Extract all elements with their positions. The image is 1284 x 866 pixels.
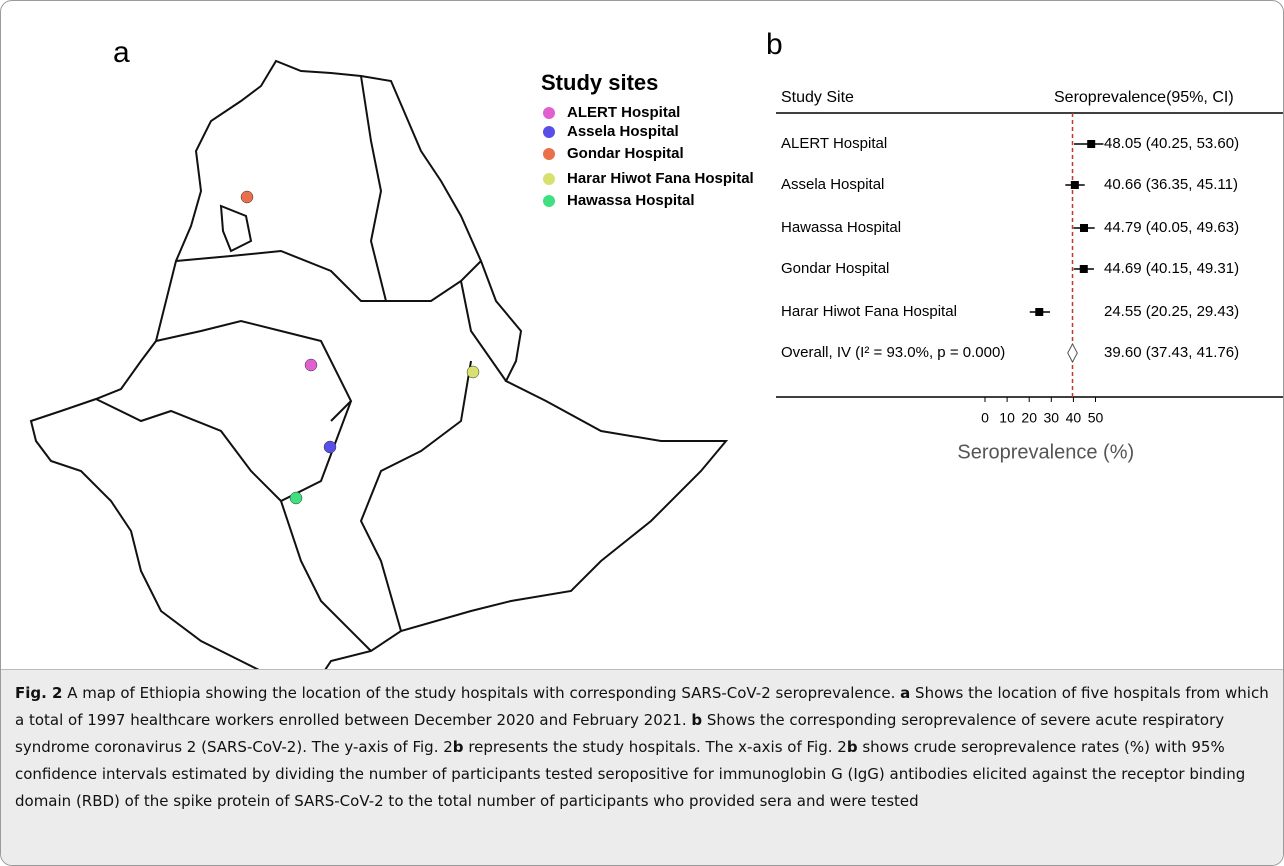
caption-text: A map of Ethiopia showing the location o…	[62, 684, 901, 702]
region-border	[175, 249, 386, 302]
row-label: Assela Hospital	[781, 176, 884, 193]
estimate-marker	[1035, 308, 1044, 316]
row-label: ALERT Hospital	[781, 135, 887, 152]
legend-swatch	[543, 173, 555, 185]
region-border	[460, 280, 507, 382]
overall-diamond	[1067, 342, 1078, 364]
figure-panels: a Study sites ALERT Hospital Assela Hospi…	[29, 28, 1283, 669]
row-label: Overall, IV (I² = 93.0%, p = 0.000)	[781, 344, 1005, 361]
region-border	[359, 360, 472, 632]
caption-text: b	[452, 738, 464, 756]
estimate-marker	[1079, 224, 1088, 232]
caption-text: b	[691, 711, 703, 729]
legend-label: Harar Hiwot Fana Hospital	[567, 170, 754, 187]
caption-text: Shows the location of five hospitals fro…	[15, 684, 1269, 729]
x-tick-label: 10	[999, 410, 1015, 426]
region-border	[360, 75, 482, 302]
legend-label: Assela Hospital	[567, 123, 679, 140]
caption-text: represents the study hospitals. The x-ax…	[463, 738, 847, 756]
column-header: Seroprevalence(95%, CI)	[1054, 89, 1234, 106]
country-outline	[29, 59, 729, 669]
region-border	[155, 319, 353, 422]
region-border	[219, 204, 253, 253]
site-marker	[323, 440, 337, 454]
legend-swatch	[543, 107, 555, 119]
caption-text: shows crude seroprevalence rates (%) wit…	[15, 738, 1246, 810]
legend-swatch	[543, 195, 555, 207]
x-tick-label: 50	[1088, 410, 1104, 426]
caption-text: Shows the corresponding seroprevalence o…	[15, 711, 1225, 756]
estimate-marker	[1079, 265, 1088, 273]
caption-text: a	[900, 684, 911, 702]
panel-label: b	[766, 28, 783, 61]
value-label: 39.60 (37.43, 41.76)	[1104, 344, 1239, 361]
legend-title: Study sites	[541, 70, 658, 95]
legend-label: ALERT Hospital	[567, 104, 680, 121]
site-marker	[240, 190, 254, 204]
caption-label: Fig. 2	[15, 684, 63, 702]
value-label: 48.05 (40.25, 53.60)	[1104, 135, 1239, 152]
value-label: 40.66 (36.35, 45.11)	[1104, 176, 1238, 193]
row-label: Gondar Hospital	[781, 260, 889, 277]
site-marker	[466, 365, 480, 379]
caption: Fig. 2 A map of Ethiopia showing the loc…	[1, 669, 1283, 865]
region-border	[95, 398, 372, 652]
site-markers	[240, 190, 480, 505]
legend-label: Gondar Hospital	[567, 145, 684, 162]
panel-label: a	[113, 36, 130, 69]
legend-label: Hawassa Hospital	[567, 192, 695, 209]
x-tick-label: 30	[1044, 410, 1060, 426]
value-label: 24.55 (20.25, 29.43)	[1104, 303, 1239, 320]
caption-text: b	[846, 738, 858, 756]
legend-swatch	[543, 126, 555, 138]
x-tick-label: 0	[981, 410, 989, 426]
estimate-marker	[1070, 181, 1079, 189]
x-tick-label: 40	[1066, 410, 1082, 426]
estimate-marker	[1087, 140, 1096, 148]
legend-swatch	[543, 148, 555, 160]
row-label: Harar Hiwot Fana Hospital	[781, 303, 957, 320]
site-marker	[289, 491, 303, 505]
forest-plot: Study Site Seroprevalence(95%, CI) ALERT H…	[776, 89, 1283, 463]
site-marker	[304, 358, 318, 372]
row-label: Hawassa Hospital	[781, 219, 901, 236]
legend: ALERT Hospital Assela Hospital Gondar Hosp…	[543, 104, 754, 209]
x-axis-title: Seroprevalence (%)	[957, 441, 1134, 463]
column-header: Study Site	[781, 89, 854, 106]
x-tick-label: 20	[1021, 410, 1037, 426]
ethiopia-map	[29, 59, 729, 669]
value-label: 44.69 (40.15, 49.31)	[1104, 260, 1239, 277]
value-label: 44.79 (40.05, 49.63)	[1104, 219, 1239, 236]
